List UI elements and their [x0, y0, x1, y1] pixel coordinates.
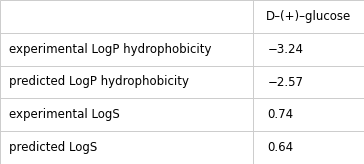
Text: D–(+)–glucose: D–(+)–glucose: [266, 10, 351, 23]
Text: −3.24: −3.24: [268, 43, 304, 56]
Text: predicted LogS: predicted LogS: [9, 141, 97, 154]
Text: 0.74: 0.74: [268, 108, 294, 121]
Text: experimental LogP hydrophobicity: experimental LogP hydrophobicity: [9, 43, 211, 56]
Text: experimental LogS: experimental LogS: [9, 108, 120, 121]
Text: predicted LogP hydrophobicity: predicted LogP hydrophobicity: [9, 75, 189, 89]
Text: 0.64: 0.64: [268, 141, 294, 154]
Text: −2.57: −2.57: [268, 75, 304, 89]
